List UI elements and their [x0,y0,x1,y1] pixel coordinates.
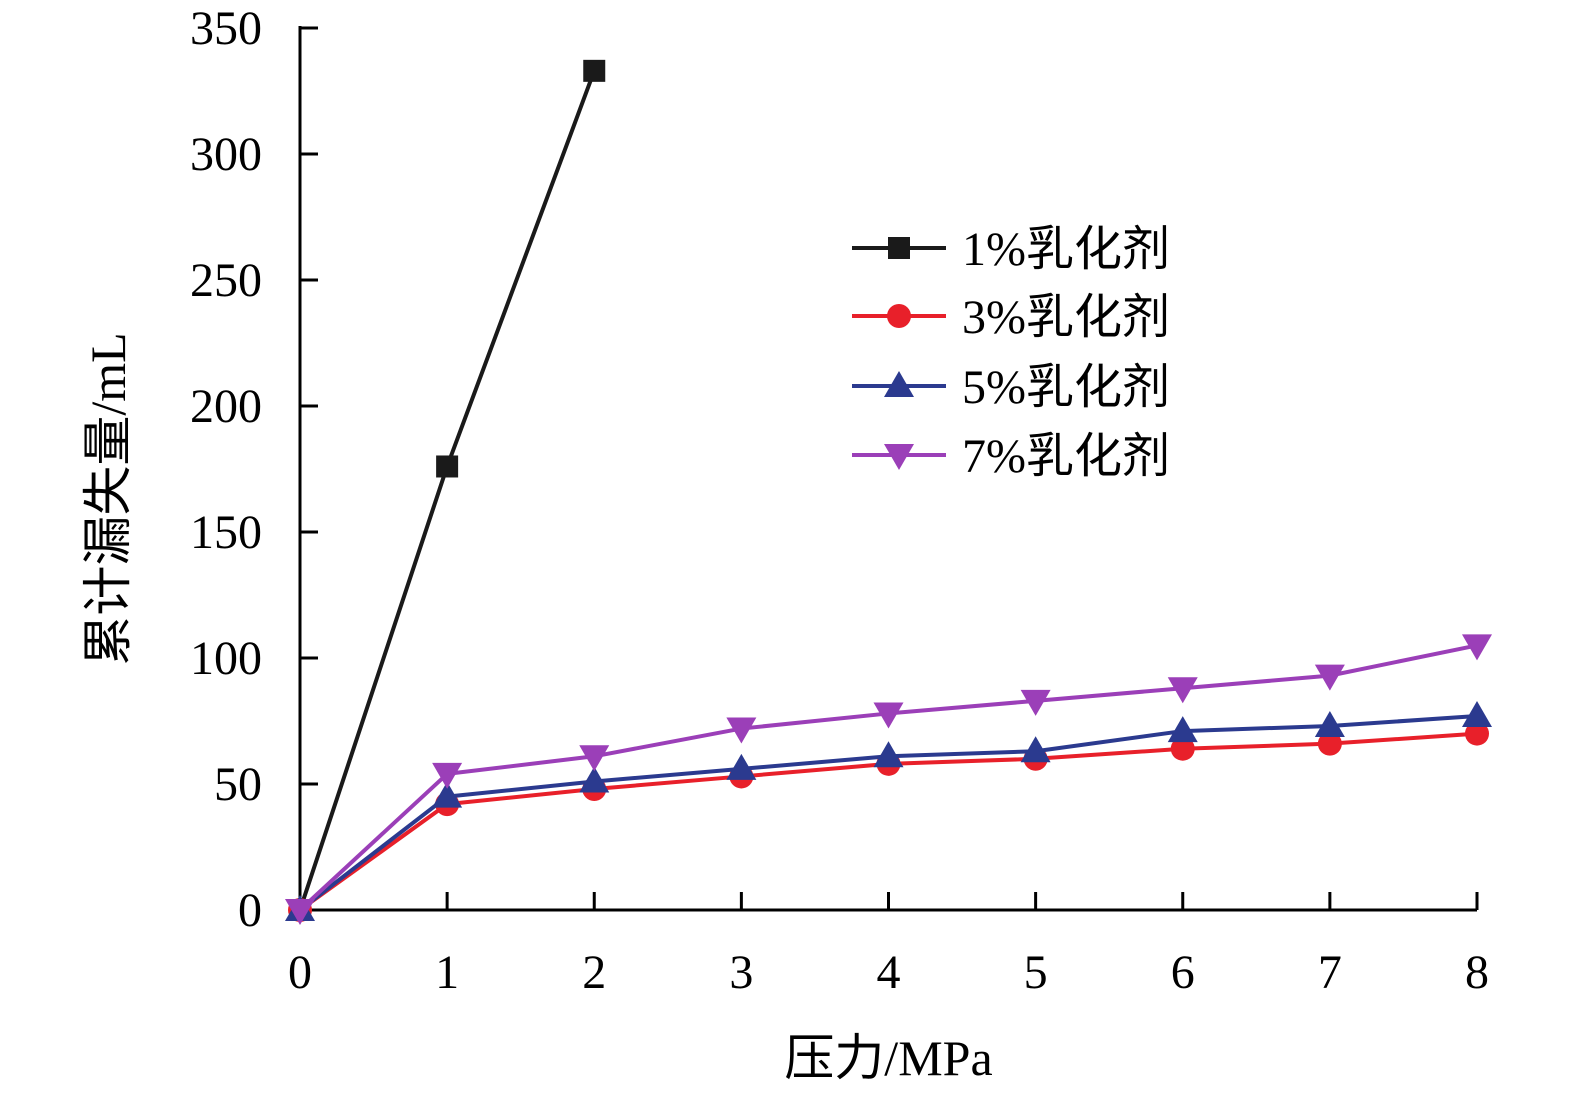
x-tick-label: 7 [1318,946,1342,999]
data-point [1462,700,1492,727]
legend-marker [884,444,914,470]
data-point [583,59,606,82]
y-tick-label: 200 [190,380,262,433]
y-tick-label: 350 [190,2,262,55]
data-point [873,741,904,768]
data-point [579,745,610,772]
y-axis-title: 累计漏失量/mL [80,332,136,665]
y-tick-label: 300 [190,128,262,181]
x-tick-label: 3 [729,946,753,999]
legend-marker [884,371,914,397]
data-point [726,717,757,744]
data-point [432,781,463,808]
x-tick-label: 2 [582,946,606,999]
data-point [436,455,459,478]
y-tick-label: 50 [214,758,262,811]
series-4 [285,634,1492,925]
y-axis: 0 50 100 150 200 250 300 350 [190,2,318,937]
legend-entry: 1%乳化剂 [852,223,1170,276]
x-axis: 0 1 2 3 4 5 6 7 8 [288,892,1489,999]
data-point [579,766,610,793]
legend: 1%乳化剂 3%乳化剂 5%乳化剂 7%乳化剂 [852,223,1170,483]
legend-entry: 5%乳化剂 [852,361,1170,414]
x-axis-title: 压力/MPa [784,1030,992,1086]
legend-label: 5%乳化剂 [962,361,1170,414]
data-point [1317,731,1342,756]
data-point [285,899,315,925]
series-line [298,643,1478,912]
legend-entry: 3%乳化剂 [852,291,1170,344]
y-tick-label: 0 [238,884,262,937]
x-tick-label: 0 [288,946,312,999]
series-3 [285,700,1492,921]
data-point [1170,736,1195,761]
x-tick-label: 4 [877,946,901,999]
data-point [1167,716,1198,743]
data-point [873,702,904,729]
data-point [1314,711,1345,738]
data-point [1020,689,1051,716]
legend-label: 7%乳化剂 [962,430,1170,483]
data-point [432,762,463,789]
data-point [726,753,757,780]
x-tick-label: 1 [435,946,459,999]
legend-marker [888,237,910,259]
x-tick-label: 8 [1465,946,1489,999]
y-tick-label: 250 [190,254,262,307]
x-tick-label: 5 [1024,946,1048,999]
legend-entry: 7%乳化剂 [852,430,1170,483]
y-tick-label: 150 [190,506,262,559]
data-point [1314,664,1345,691]
data-point [1465,721,1489,746]
y-tick-label: 100 [190,632,262,685]
data-point [1462,634,1492,661]
data-point [1167,677,1198,704]
legend-label: 1%乳化剂 [962,223,1170,276]
x-tick-label: 6 [1171,946,1195,999]
series-group [285,59,1492,925]
legend-marker [887,304,911,328]
data-point [1020,736,1051,763]
legend-label: 3%乳化剂 [962,291,1170,344]
